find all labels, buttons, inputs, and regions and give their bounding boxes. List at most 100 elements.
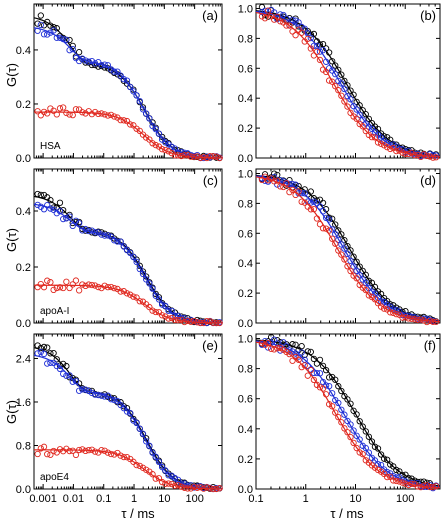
data-point (130, 88, 137, 95)
data-point (350, 263, 357, 270)
data-point (307, 34, 314, 42)
data-point (359, 423, 366, 430)
data-point (190, 483, 198, 491)
data-point (143, 276, 150, 283)
data-point (63, 215, 70, 222)
data-point (264, 339, 272, 347)
data-point (162, 139, 169, 146)
x-tick-label: 0.01 (63, 493, 84, 505)
data-point (79, 55, 86, 62)
data-point (393, 310, 400, 318)
data-point (47, 350, 54, 357)
panel-e: 0.0 0.8 1.6 2.4 0.001 0.01 0.1 1 10 100 (e) apoE4 (16, 333, 223, 505)
data-point (307, 45, 314, 52)
data-point (158, 133, 166, 141)
data-point (319, 362, 327, 370)
y-axis-label-top: G(τ) (4, 63, 19, 87)
data-point (316, 203, 324, 210)
data-point (44, 110, 51, 117)
y-tick-label: 0.8 (238, 33, 253, 45)
data-point (347, 267, 354, 275)
y-tick-label: 0.0 (16, 484, 31, 496)
data-point (423, 318, 431, 326)
data-point (53, 449, 60, 456)
fit-line (33, 354, 223, 490)
data-point (344, 250, 351, 258)
data-point (338, 387, 345, 395)
data-point (146, 280, 153, 287)
data-point (362, 428, 369, 435)
data-point (347, 247, 354, 254)
data-point (98, 447, 105, 454)
data-point (91, 391, 99, 398)
data-point (117, 72, 124, 79)
data-point (362, 111, 369, 118)
fit-line (33, 203, 223, 324)
data-point (329, 67, 336, 74)
data-point (107, 233, 115, 240)
data-point (136, 298, 143, 305)
data-point (50, 107, 57, 114)
panel-label: (d) (420, 173, 436, 188)
data-point (341, 245, 348, 252)
data-point (82, 57, 89, 64)
data-point (292, 32, 299, 39)
data-point (344, 263, 351, 270)
data-point (162, 146, 169, 154)
data-point (162, 313, 169, 320)
data-point (332, 240, 339, 247)
data-point (66, 447, 73, 455)
x-tick-label: 1 (303, 493, 309, 505)
data-point (316, 56, 324, 64)
fit-line (255, 339, 441, 487)
panel-b: 0.0 0.2 0.4 0.6 0.8 1.0 (b) (238, 3, 441, 165)
data-point (353, 444, 360, 452)
fit-line (255, 10, 441, 158)
data-point (149, 285, 156, 292)
data-point (210, 484, 217, 491)
data-point (88, 110, 96, 118)
data-point (335, 383, 342, 390)
data-point (168, 143, 175, 150)
data-point (264, 7, 272, 14)
fit-line (255, 10, 441, 157)
data-point (359, 123, 366, 130)
series-red (255, 173, 441, 326)
data-point (356, 449, 363, 456)
data-point (95, 391, 102, 399)
data-point (384, 143, 391, 151)
data-point (127, 121, 134, 128)
data-point (380, 133, 388, 140)
data-point (390, 463, 397, 470)
data-point (368, 438, 376, 445)
data-point (362, 271, 369, 278)
data-point (335, 66, 342, 74)
data-point (322, 366, 330, 374)
data-point (289, 186, 296, 194)
data-point (91, 108, 99, 116)
data-point (347, 109, 354, 116)
data-point (44, 360, 51, 367)
data-point (329, 235, 336, 242)
data-point (114, 238, 121, 245)
fit-line (33, 27, 223, 159)
x-tick-label: 0.1 (96, 493, 111, 505)
data-point (152, 308, 159, 316)
data-point (399, 314, 406, 321)
data-point (316, 384, 324, 391)
y-tick-label: 2.4 (16, 353, 31, 365)
data-point (63, 36, 70, 43)
fit-line (34, 449, 223, 490)
data-point (168, 149, 175, 157)
data-point (143, 438, 150, 445)
data-point (120, 243, 127, 250)
data-point (66, 372, 73, 379)
data-point (146, 136, 153, 143)
data-point (274, 177, 281, 184)
data-point (158, 312, 166, 319)
data-point (69, 447, 76, 454)
data-point (149, 140, 156, 147)
panel-frame (33, 3, 223, 159)
